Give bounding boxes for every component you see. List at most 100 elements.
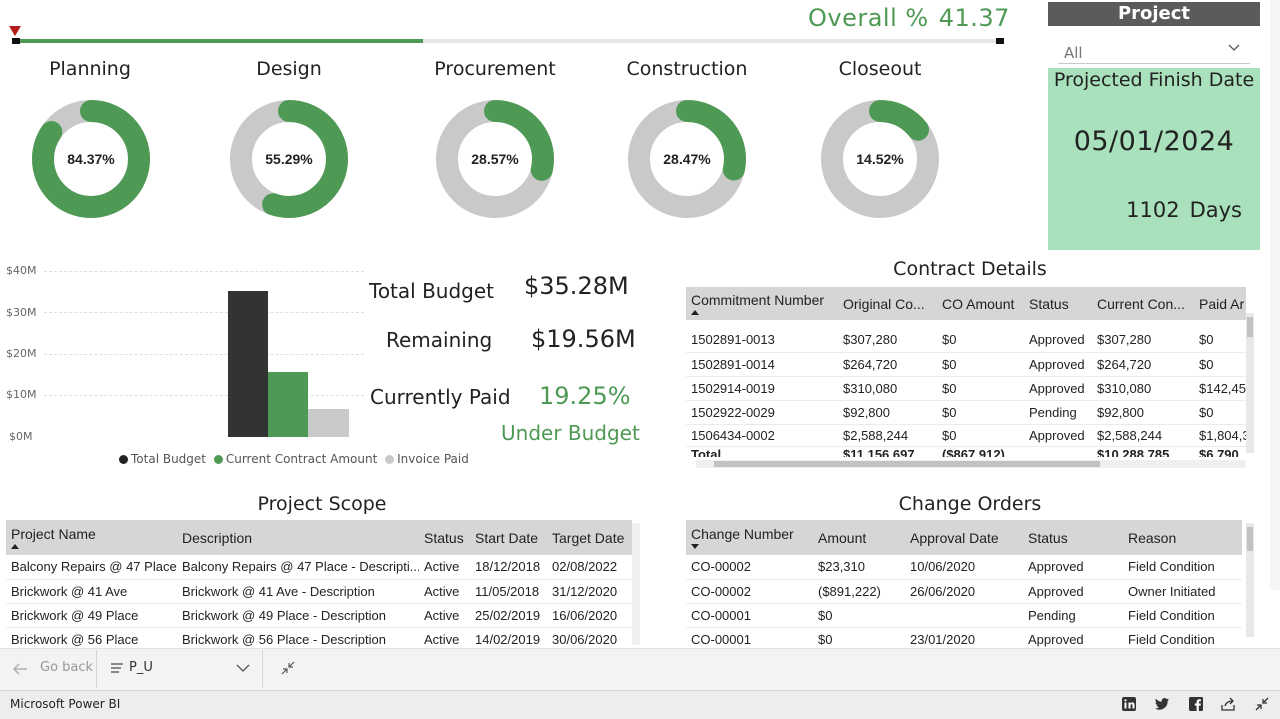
table-row[interactable]: Balcony Repairs @ 47 Place Balcony Repair… <box>6 555 632 580</box>
col-reason[interactable]: Reason <box>1123 520 1242 555</box>
project-slicer-value[interactable]: All <box>1064 44 1083 62</box>
donut-design[interactable]: 55.29% <box>228 98 350 220</box>
cell: $6,790, <box>1199 446 1243 458</box>
y-tick: $30M <box>6 306 37 319</box>
cell: $0 <box>813 627 905 648</box>
collapse-icon[interactable] <box>281 661 295 675</box>
cell: Field Condition <box>1123 627 1242 648</box>
cell: 16/06/2020 <box>547 603 632 628</box>
phase-title-planning: Planning <box>49 58 131 80</box>
change-orders-table[interactable]: Change Number Amount Approval Date Statu… <box>686 520 1242 648</box>
donut-construction[interactable]: 28.47% <box>626 98 748 220</box>
project-slicer-dropdown[interactable] <box>1058 36 1250 64</box>
chevron-down-icon[interactable] <box>236 663 250 673</box>
table-row[interactable]: 1502891-0014 $264,720 $0 Approved $264,720 $0 <box>686 352 1246 377</box>
scroll-thumb[interactable] <box>1247 317 1253 337</box>
contract-details-table[interactable]: Commitment Number Original Co... CO Amou… <box>686 287 1246 457</box>
cell: Approved <box>1024 376 1092 401</box>
donut-arc <box>230 100 348 218</box>
cell: Brickwork @ 49 Place - Description <box>177 603 419 628</box>
scroll-thumb[interactable] <box>714 461 1100 467</box>
table-row[interactable]: 1502922-0029 $92,800 $0 Pending $92,800 $0 <box>686 400 1246 425</box>
contract-horizontal-scrollbar[interactable] <box>696 460 1246 468</box>
col-original-contract[interactable]: Original Co... <box>838 287 937 320</box>
contract-vertical-scrollbar[interactable] <box>1246 313 1254 453</box>
legend-dot <box>385 455 395 464</box>
col-amount[interactable]: Amount <box>813 520 905 555</box>
col-project-name[interactable]: Project Name <box>6 520 177 555</box>
progress-end-cap <box>996 38 1004 44</box>
col-approval-date[interactable]: Approval Date <box>905 520 1023 555</box>
cell: $0 <box>937 376 1024 401</box>
scroll-thumb[interactable] <box>1247 527 1253 551</box>
cell <box>905 603 1023 628</box>
cell: Brickwork @ 49 Place <box>6 603 177 628</box>
cell: Pending <box>1023 603 1123 628</box>
col-commitment-number[interactable]: Commitment Number <box>686 287 838 320</box>
donut-value: 55.29% <box>265 151 313 167</box>
page-selector[interactable]: P_U <box>129 660 153 675</box>
bar-total-budget[interactable] <box>228 291 268 437</box>
table-row[interactable]: CO-00002 $23,310 10/06/2020 Approved Field C… <box>686 555 1242 580</box>
cell: Approved <box>1023 579 1123 604</box>
col-change-number[interactable]: Change Number <box>686 520 813 555</box>
pages-list-icon <box>111 663 123 673</box>
table-row[interactable]: 1502891-0013 $307,280 $0 Approved $307,280 $0 <box>686 328 1246 353</box>
table-row[interactable]: CO-00001 $0 23/01/2020 Approved Field Condit… <box>686 627 1242 648</box>
col-paid-amount[interactable]: Paid Ar <box>1194 287 1246 320</box>
progress-marker-icon <box>9 26 21 36</box>
back-arrow-icon[interactable] <box>12 662 28 676</box>
scope-vertical-scrollbar[interactable] <box>632 523 640 645</box>
currently-paid-label: Currently Paid <box>370 385 511 409</box>
cell: 1506434-0002 <box>686 424 838 447</box>
cell: $0 <box>937 424 1024 447</box>
donut-procurement[interactable]: 28.57% <box>434 98 556 220</box>
project-scope-table[interactable]: Project Name Description Status Start Da… <box>6 520 632 648</box>
projected-finish-card: Projected Finish Date 05/01/2024 1102 Day… <box>1048 68 1260 250</box>
table-row[interactable]: CO-00001 $0 Pending Field Condition <box>686 603 1242 628</box>
table-row[interactable]: Brickwork @ 49 Place Brickwork @ 49 Place… <box>6 603 632 628</box>
cell: $142,45 <box>1194 376 1246 401</box>
donut-closeout[interactable]: 14.52% <box>819 98 941 220</box>
cell: $1,804,3 <box>1194 424 1246 447</box>
col-status[interactable]: Status <box>419 520 470 555</box>
table-row[interactable]: 1502914-0019 $310,080 $0 Approved $310,080 $1… <box>686 376 1246 401</box>
col-description[interactable]: Description <box>177 520 419 555</box>
bar-invoice-paid[interactable] <box>308 409 349 437</box>
table-row[interactable]: CO-00002 ($891,222) 26/06/2020 Approved Owne… <box>686 579 1242 604</box>
donut-planning[interactable]: 84.37% <box>30 98 152 220</box>
cell: 31/12/2020 <box>547 579 632 604</box>
phase-title-design: Design <box>256 58 322 80</box>
cell: Approved <box>1024 328 1092 353</box>
cell: Field Condition <box>1123 603 1242 628</box>
chevron-down-icon[interactable] <box>1228 42 1240 54</box>
legend-current-contract: Current Contract Amount <box>225 452 378 466</box>
col-co-amount[interactable]: CO Amount <box>937 287 1024 320</box>
cell: Brickwork @ 56 Place - Description <box>177 627 419 648</box>
finish-date: 05/01/2024 <box>1073 126 1235 157</box>
col-current-contract[interactable]: Current Con... <box>1092 287 1194 320</box>
finish-days-value: 1102 <box>1126 198 1180 222</box>
col-status[interactable]: Status <box>1023 520 1123 555</box>
bar-current-contract-amount[interactable] <box>268 372 308 437</box>
col-status[interactable]: Status <box>1024 287 1092 320</box>
change-orders-vertical-scrollbar[interactable] <box>1246 523 1254 637</box>
finish-days-unit: Days <box>1189 198 1242 222</box>
go-back-button[interactable]: Go back <box>40 660 94 675</box>
facebook-icon[interactable] <box>1188 696 1204 712</box>
gridline <box>44 271 364 272</box>
cell: 25/02/2019 <box>470 603 547 628</box>
col-target-date[interactable]: Target Date <box>547 520 632 555</box>
linkedin-icon[interactable] <box>1121 696 1137 712</box>
table-row[interactable]: 1506434-0002 $2,588,244 $0 Approved $2,588,2… <box>686 424 1246 447</box>
y-tick: $0M <box>9 430 33 443</box>
cell: $92,800 <box>838 400 937 425</box>
table-row[interactable]: Brickwork @ 56 Place Brickwork @ 56 Place… <box>6 627 632 648</box>
col-start-date[interactable]: Start Date <box>470 520 547 555</box>
twitter-icon[interactable] <box>1154 696 1170 712</box>
table-row[interactable]: Brickwork @ 41 Ave Brickwork @ 41 Ave - D… <box>6 579 632 604</box>
share-icon[interactable] <box>1220 696 1236 712</box>
fullscreen-icon[interactable] <box>1254 696 1270 712</box>
page-scroll-track[interactable] <box>1270 0 1280 590</box>
cell: Brickwork @ 41 Ave - Description <box>177 579 419 604</box>
